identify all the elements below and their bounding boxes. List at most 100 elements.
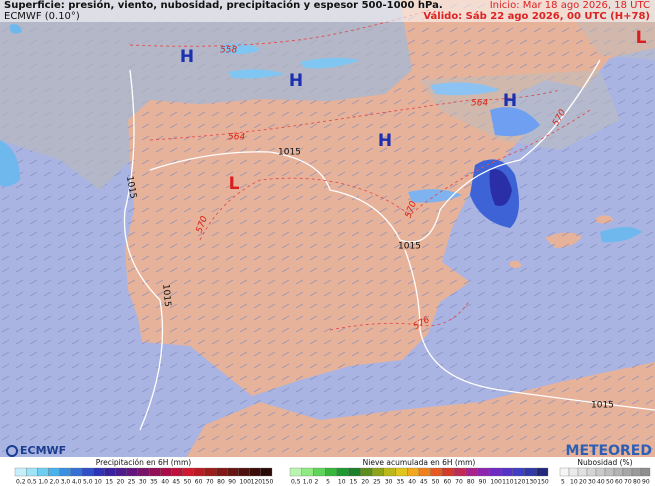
isobar-label: 1015 [591, 401, 614, 411]
legend-tick: 60 [443, 479, 451, 486]
legend-swatch [604, 467, 615, 477]
legend-swatch [313, 467, 326, 477]
thickness-label: 558 [220, 46, 237, 56]
legend-swatch [59, 467, 72, 477]
legend-swatch [227, 467, 239, 477]
legend-swatch [126, 467, 139, 477]
precipitation [600, 227, 642, 243]
legend-tick: 120 [514, 479, 526, 486]
precipitation [489, 169, 512, 206]
legend-swatch [442, 467, 455, 477]
legend-tick: 70 [455, 479, 463, 486]
legend-tick: 80 [217, 479, 225, 486]
precipitation [430, 82, 500, 96]
isobar-label: 1015 [398, 242, 421, 252]
legend-title: Precipitación en 6H (mm) [96, 458, 192, 467]
legend-tick: 100 [239, 479, 251, 486]
legend-swatch [500, 467, 513, 477]
legend-tick: 80 [467, 479, 475, 486]
legend-swatch [26, 467, 38, 477]
legend-tick: 130 [526, 479, 538, 486]
legend-swatch [14, 467, 27, 477]
legend-tick: 40 [597, 479, 605, 486]
legend-swatch [418, 467, 431, 477]
legend-tick: 100 [490, 479, 502, 486]
legend-swatch [595, 467, 606, 477]
legend-tick: 40 [408, 479, 416, 486]
isobar-label: 1015 [160, 284, 172, 308]
legend-tick: 110 [502, 479, 514, 486]
cloud-cover [0, 0, 412, 190]
legend-swatch [430, 467, 443, 477]
legend-swatch [238, 467, 250, 477]
legend-swatch [407, 467, 420, 477]
legends: Precipitación en 6H (mm)0,2 0,5 1,0 2,0 3,0 4… [14, 458, 651, 486]
isobar-label: 1015 [124, 175, 138, 199]
legend-tick: 10 [570, 479, 578, 486]
legend-tick: 60 [195, 479, 203, 486]
precipitation [220, 43, 360, 79]
legend-swatch [137, 467, 150, 477]
legend-swatch [81, 467, 94, 477]
legend-tick: 35 [150, 479, 158, 486]
legend-swatch [586, 467, 597, 477]
legend-tick: 20 [361, 479, 369, 486]
legend-swatch [325, 467, 338, 477]
legend-swatch [622, 467, 633, 477]
legend-tick: 120 [251, 479, 263, 486]
legend-tick: 150 [537, 479, 549, 486]
init-time: Inicio: Mar 18 ago 2026, 18 UTC [490, 0, 650, 11]
legend-tick: 60 [615, 479, 623, 486]
legend-swatch [289, 467, 302, 477]
legend-tick: 10 [94, 479, 102, 486]
low-pressure: L [636, 28, 647, 48]
legend-swatch [454, 467, 467, 477]
legend-swatch [512, 467, 525, 477]
legend-swatch [48, 467, 60, 477]
legend-tick: 1,0 [38, 479, 48, 486]
high-pressure: H [180, 47, 194, 67]
legend-tick: 15 [105, 479, 113, 486]
legend-tick: 50 [184, 479, 192, 486]
isobar-label: 1015 [278, 148, 301, 158]
legend-tick: 90 [642, 479, 650, 486]
high-pressure: H [378, 131, 392, 151]
legend-tick: 4,0 [72, 479, 82, 486]
precipitation [0, 24, 22, 187]
legend-tick: 5 [326, 479, 330, 486]
legend-title: Nubosidad (%) [577, 458, 632, 467]
legend-swatch [70, 467, 83, 477]
legend-swatch [477, 467, 490, 477]
header-bg [0, 0, 655, 22]
legend-swatch [37, 467, 49, 477]
legend-tick: 35 [397, 479, 405, 486]
legend-swatch [631, 467, 642, 477]
logo-meteored: METEORED [566, 443, 652, 459]
legend-swatch [148, 467, 161, 477]
thickness-label: 564 [228, 133, 245, 143]
legend-swatch [371, 467, 384, 477]
isobars [123, 59, 655, 431]
valid-time: Válido: Sáb 22 ago 2026, 00 UTC (H+78) [423, 10, 650, 22]
legend-swatch [348, 467, 361, 477]
legend-title: Nieve acumulada en 6H (mm) [363, 458, 476, 467]
map-title: Superficie: presión, viento, nubosidad, … [4, 0, 443, 11]
legend-swatch [640, 467, 651, 477]
legend-tick: 30 [385, 479, 393, 486]
legend-swatch [182, 467, 194, 477]
legend-swatch [395, 467, 408, 477]
model-label: ECMWF (0.10°) [4, 11, 80, 22]
legend-swatch [577, 467, 588, 477]
legend-swatch [215, 467, 228, 477]
legend-tick: 40 [161, 479, 169, 486]
legend-swatch [536, 467, 549, 477]
logo-icon [6, 445, 18, 457]
legend-tick: 150 [262, 479, 274, 486]
legend-tick: 1,0 [303, 479, 313, 486]
logo-ecmwf: ECMWF [20, 444, 66, 457]
legend-swatch [613, 467, 624, 477]
legend-swatch [160, 467, 172, 477]
legend-tick: 45 [420, 479, 428, 486]
precipitation [490, 107, 540, 137]
